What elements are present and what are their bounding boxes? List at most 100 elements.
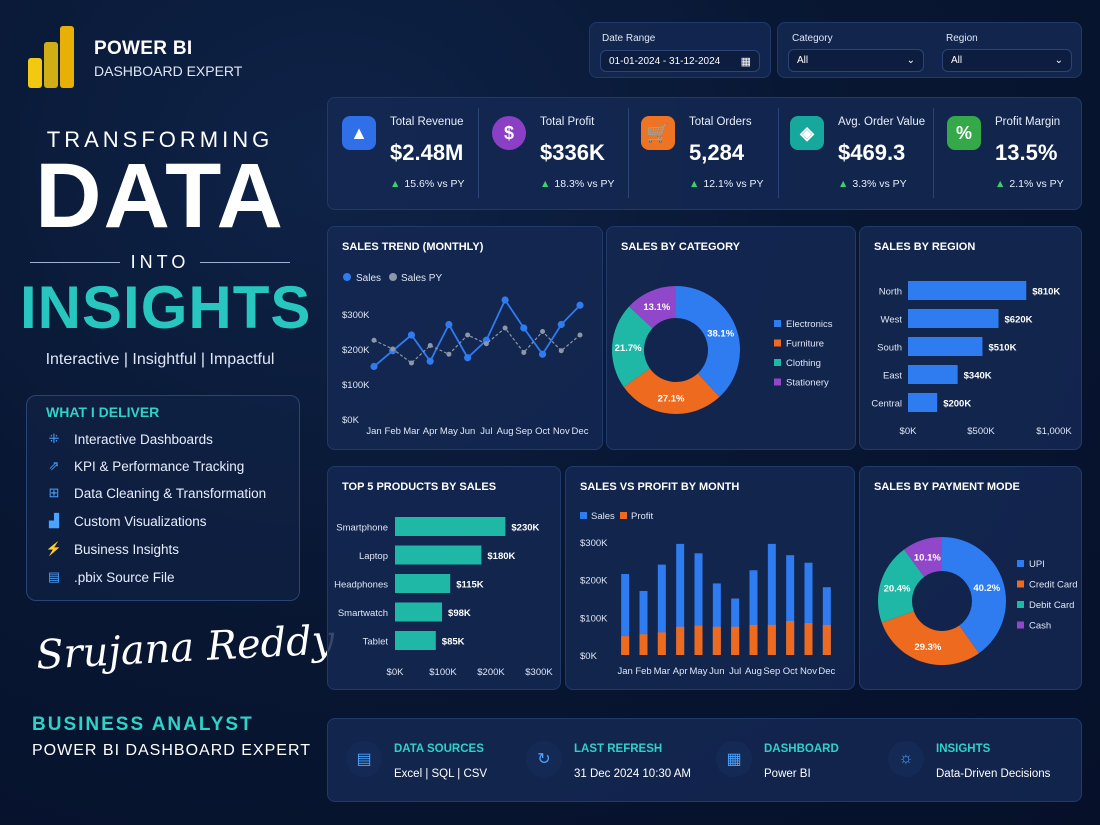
deliver-item: ▟ Custom Visualizations: [46, 513, 207, 529]
data-point: [538, 350, 547, 358]
power-bi-logo: [28, 26, 76, 88]
pie-slice: [612, 306, 653, 387]
chevron-down-icon: ⌄: [906, 55, 915, 66]
data-point: [558, 348, 564, 354]
x-tick-label: Sep: [763, 666, 780, 677]
slice-label: 38.1%: [707, 328, 734, 339]
sales-by-payment-chart: 40.2% 29.3% 20.4% 10.1% UPI Credit Card Debit …: [878, 537, 1078, 665]
insights-icon: ⚡: [45, 541, 63, 556]
bar-profit: [694, 625, 703, 655]
legend-marker: [774, 378, 781, 386]
date-range-label: Date Range: [602, 33, 656, 44]
legend-label: Furniture: [786, 339, 824, 350]
x-tick-label: May: [440, 426, 458, 437]
category-select[interactable]: All ⌄: [788, 49, 924, 72]
bar-profit: [786, 621, 795, 655]
role-title: BUSINESS ANALYST: [32, 714, 254, 735]
x-tick-label: Sep: [515, 426, 532, 437]
kpi-profit-margin: % Profit Margin 13.5% ▲ 2.1% vs PY: [933, 98, 1083, 208]
y-tick-label: $300K: [342, 310, 370, 321]
date-range-input[interactable]: 01-01-2024 - 31-12-2024 ▦: [600, 50, 760, 72]
data-cleaning-icon: ⊞: [48, 485, 60, 500]
kpi-tracking-icon: ⇗: [48, 458, 60, 473]
legend-label: Electronics: [786, 319, 833, 330]
x-tick-label: Apr: [423, 426, 438, 437]
bar: [395, 631, 436, 650]
slice-label: 20.4%: [884, 583, 911, 594]
bar: [395, 602, 443, 622]
category-label: Smartwatch: [338, 608, 388, 619]
hero-data: DATA: [35, 145, 285, 247]
kpi-total-orders: 🛒 Total Orders 5,284 ▲ 12.1% vs PY: [627, 98, 777, 208]
brand-subtitle: DASHBOARD EXPERT: [94, 63, 243, 79]
legend-marker: [774, 359, 781, 366]
x-tick-label: Aug: [497, 426, 514, 437]
bar-profit: [804, 622, 813, 655]
bar-sales: [822, 587, 831, 655]
legend-label: Clothing: [786, 358, 821, 369]
slice-label: 27.1%: [658, 394, 685, 405]
kpi-value: 5,284: [689, 140, 745, 165]
bar-sales: [767, 543, 776, 655]
category-label: North: [879, 287, 902, 298]
hero-transforming: TRANSFORMING: [46, 127, 274, 152]
kpi-label: Avg. Order Value: [838, 116, 926, 128]
data-point: [446, 351, 452, 357]
pie-slice: [878, 549, 925, 623]
x-tick-label: $300K: [525, 667, 553, 678]
x-tick-label: Jan: [366, 426, 381, 437]
hero-tagline: Interactive | Insightful | Impactful: [45, 351, 275, 368]
x-tick-label: Nov: [800, 666, 817, 677]
x-tick-label: $200K: [477, 667, 505, 678]
slice-label: 29.3%: [914, 642, 941, 653]
pie-slice: [881, 611, 979, 665]
kpi-label: Total Revenue: [390, 116, 464, 128]
data-label: $620K: [1005, 315, 1033, 326]
bar: [395, 545, 482, 565]
kpi-avg-order-value: ◈ Avg. Order Value $469.3 ▲ 3.3% vs PY: [776, 98, 931, 208]
x-tick-label: May: [690, 666, 708, 677]
kpi-label: Profit Margin: [995, 116, 1061, 128]
file-icon: ▤: [47, 569, 61, 584]
bar-profit: [621, 636, 630, 655]
bar-profit: [749, 624, 758, 655]
region-select[interactable]: All ⌄: [942, 49, 1072, 72]
legend-marker: [1017, 601, 1024, 608]
hero-into: INTO: [130, 252, 190, 272]
legend-label: Sales: [356, 273, 381, 284]
chart-title: SALES BY REGION: [874, 241, 976, 253]
bar-profit: [767, 624, 776, 655]
legend-marker: [343, 273, 351, 281]
bar: [908, 365, 958, 384]
brand-title: POWER BI: [94, 38, 193, 59]
kpi-value: 13.5%: [995, 140, 1058, 165]
kpi-value: $469.3: [838, 140, 906, 165]
sales-trend-card: SALES TREND (MONTHLY) Sales Sales PY $0K $1…: [327, 226, 603, 450]
data-point: [464, 354, 472, 362]
x-tick-label: Jun: [460, 426, 475, 437]
bar-sales: [712, 583, 721, 655]
bar-profit: [712, 626, 721, 655]
x-tick-label: Nov: [553, 426, 570, 437]
data-label: $340K: [964, 371, 992, 382]
data-point: [370, 362, 378, 371]
x-tick-label: Mar: [654, 666, 670, 677]
data-point: [427, 343, 433, 348]
kpi-bar: ▲ Total Revenue $2.48M ▲ 15.6% vs PY $ To…: [327, 97, 1082, 210]
x-tick-label: $500K: [967, 426, 995, 437]
data-point: [407, 331, 416, 339]
legend-marker: [1017, 621, 1024, 629]
data-label: $180K: [487, 551, 515, 562]
data-label: $200K: [943, 399, 971, 410]
category-label: Tablet: [363, 637, 389, 648]
data-point: [502, 325, 508, 331]
bar-profit: [676, 626, 685, 655]
data-point: [483, 341, 489, 347]
data-point: [371, 337, 377, 343]
refresh-icon: ↻: [526, 741, 562, 777]
calendar-icon: ▦: [740, 55, 751, 68]
x-tick-label: $100K: [429, 667, 457, 678]
pie-slice: [623, 368, 720, 414]
y-tick-label: $0K: [580, 651, 598, 662]
series-line-sales: [373, 298, 581, 368]
